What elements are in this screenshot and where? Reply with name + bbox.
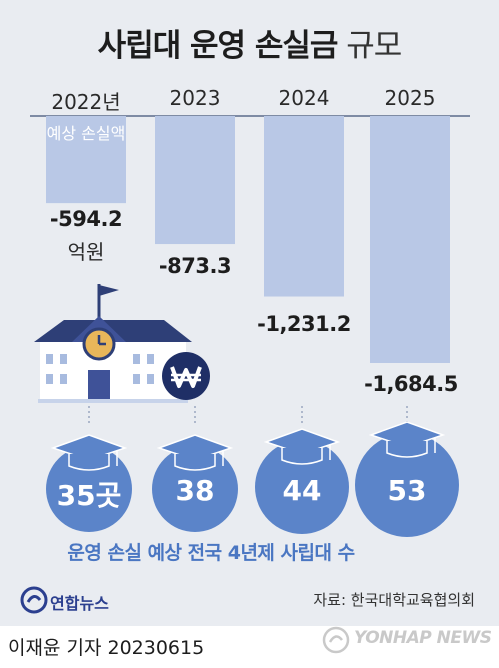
bar-1 [155,116,235,245]
count-label-2025: 53 [387,474,427,507]
source-text: 자료: 한국대학교육협의회 [313,591,475,609]
value-label-2024: -1,231.2 [257,312,351,336]
count-circle-1 [152,446,238,532]
count-label-2022: 35곳 [56,479,122,512]
university-count-circles [46,406,459,537]
page-title: 사립대 운영 손실금 규모 [0,20,499,65]
yonhap-logo-icon [20,586,48,614]
graduation-cap-icon [156,434,234,471]
count-label-2023: 38 [175,474,215,507]
count-caption: 운영 손실 예상 전국 4년제 사립대 수 [67,542,355,564]
school-building-icon [34,284,192,403]
year-label-2024: 2024 [278,86,330,110]
year-label-2023: 2023 [169,86,221,110]
title-main: 사립대 운영 손실금 [97,28,339,64]
graduation-cap-icon [368,421,446,458]
footer [0,626,499,668]
count-circle-2 [255,440,349,534]
infographic-card: 사립대 운영 손실금 규모 2022년 2023 2024 2025 예상 손실… [0,0,499,626]
value-label-2025: -1,684.5 [364,372,458,396]
byline: 이재윤 기자 20230615 [8,637,205,659]
value-label-2022: -594.2 [49,207,123,231]
count-label-2024: 44 [282,474,322,507]
won-sign-icon [162,352,210,400]
watermark-icon [322,626,350,654]
bar-annotation-text: 예상 손실액 [46,124,126,143]
title-sub: 규모 [346,28,402,64]
value-label-2023: -873.3 [158,254,232,278]
watermark-text: YONHAP NEWS [354,628,492,648]
logo-text: 연합뉴스 [50,594,109,613]
year-label-2022: 2022년 [51,90,121,114]
bar-2 [264,116,344,297]
year-label-2025: 2025 [384,86,436,110]
count-circle-0 [46,446,132,532]
bar-0 [46,116,126,204]
bar-chart [30,115,470,363]
unit-label: 억원 [67,240,105,264]
count-circle-3 [355,433,459,537]
graduation-cap-icon [263,428,341,465]
bar-annotation: 예상 손실액 [46,123,126,145]
graduation-cap-icon [50,434,128,471]
bar-3 [370,116,450,363]
